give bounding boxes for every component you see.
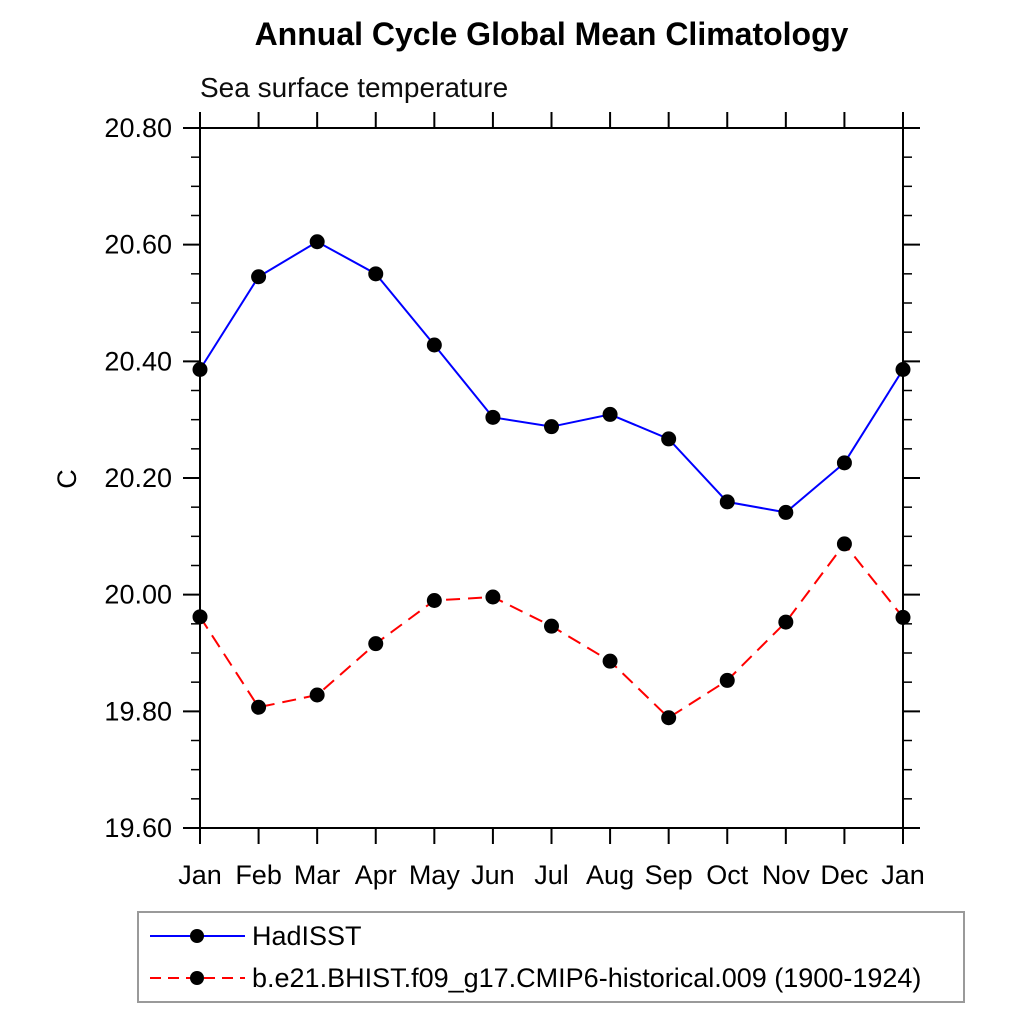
svg-text:Oct: Oct bbox=[706, 860, 749, 890]
legend-swatch-model-line-marker bbox=[150, 971, 245, 985]
svg-text:Sep: Sep bbox=[645, 860, 693, 890]
chart-subtitle: Sea surface temperature bbox=[200, 72, 509, 103]
svg-text:May: May bbox=[409, 860, 461, 890]
legend-label-hadisst: HadISST bbox=[252, 920, 362, 951]
legend-label-model: b.e21.BHIST.f09_g17.CMIP6-historical.009… bbox=[252, 962, 922, 993]
svg-text:19.80: 19.80 bbox=[104, 696, 172, 726]
svg-text:Jan: Jan bbox=[881, 860, 925, 890]
svg-text:20.00: 20.00 bbox=[104, 580, 172, 610]
svg-text:Feb: Feb bbox=[235, 860, 282, 890]
svg-text:Jan: Jan bbox=[178, 860, 222, 890]
chart-title: Annual Cycle Global Mean Climatology bbox=[254, 16, 849, 52]
legend-item-hadisst: HadISST bbox=[144, 920, 362, 951]
svg-text:20.20: 20.20 bbox=[104, 463, 172, 493]
legend-swatch-hadisst-line-marker bbox=[150, 929, 245, 943]
legend-box: HadISST b.e21.BHIST.f09_g17.CMIP6-histor… bbox=[137, 911, 965, 1003]
svg-text:Aug: Aug bbox=[586, 860, 634, 890]
svg-text:20.40: 20.40 bbox=[104, 346, 172, 376]
svg-text:Nov: Nov bbox=[762, 860, 811, 890]
svg-text:Apr: Apr bbox=[355, 860, 397, 890]
svg-text:19.60: 19.60 bbox=[104, 813, 172, 843]
svg-text:20.60: 20.60 bbox=[104, 230, 172, 260]
svg-text:Jul: Jul bbox=[534, 860, 569, 890]
svg-text:Dec: Dec bbox=[820, 860, 868, 890]
svg-text:Mar: Mar bbox=[294, 860, 341, 890]
svg-text:20.80: 20.80 bbox=[104, 113, 172, 143]
svg-text:Jun: Jun bbox=[471, 860, 515, 890]
legend-item-model: b.e21.BHIST.f09_g17.CMIP6-historical.009… bbox=[144, 962, 922, 993]
